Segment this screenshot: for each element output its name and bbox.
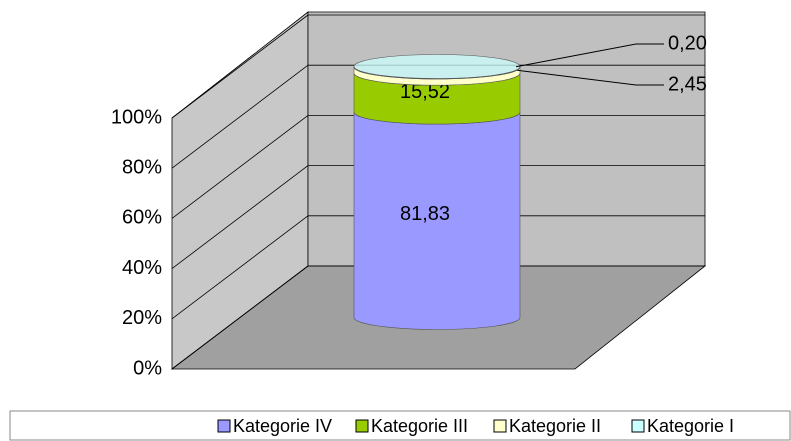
legend-swatch [493,419,507,433]
y-tick-label: 0% [133,357,162,379]
grid-line [171,215,309,320]
cylinder-top [353,54,521,79]
y-tick-label: 40% [122,257,162,279]
leader-line [515,69,664,86]
legend-label: Kategorie I [647,416,734,436]
legend-swatch [631,419,645,433]
y-tick-label: 20% [122,307,162,329]
data-label: 2,45 [668,73,707,95]
cylinder: 81,83 15,52 2,45 0,20 [353,32,707,330]
grid-line [171,14,309,119]
grid-line [171,265,309,370]
legend-swatch [217,419,231,433]
legend-label: Kategorie III [371,416,468,436]
data-label: 81,83 [400,203,450,225]
legend-swatch [355,419,369,433]
data-label: 15,52 [400,81,450,103]
grid-line [171,165,309,269]
leader-line [515,43,664,68]
grid-line [171,64,309,169]
y-tick-label: 100% [111,106,162,128]
grid-line [171,115,309,219]
legend-label: Kategorie II [509,416,601,436]
legend-label: Kategorie IV [233,416,332,436]
y-tick-label: 80% [122,156,162,178]
data-label: 0,20 [668,32,707,54]
y-tick-label: 60% [122,207,162,229]
legend: Kategorie IV Kategorie III Kategorie II Kat… [217,416,734,436]
legend-box [9,410,791,441]
